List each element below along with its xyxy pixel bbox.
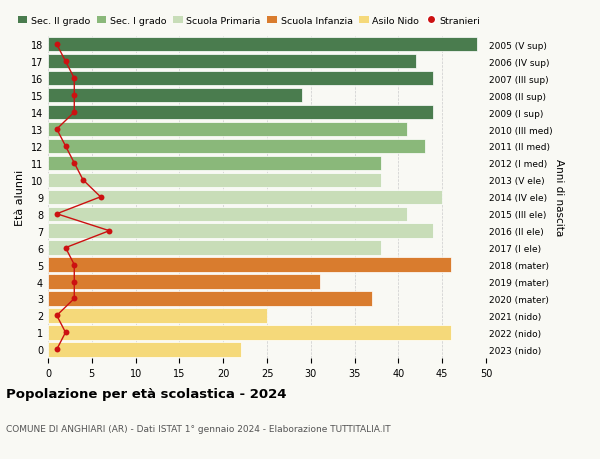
Point [52,211,62,218]
Bar [48,308,267,323]
Bar [48,157,381,171]
Point [70,109,79,117]
Legend: Sec. II grado, Sec. I grado, Scuola Primaria, Scuola Infanzia, Asilo Nido, Stran: Sec. II grado, Sec. I grado, Scuola Prim… [17,17,480,26]
Point [52,312,62,319]
Y-axis label: Età alunni: Età alunni [15,169,25,225]
Bar [48,275,320,289]
Bar [48,291,372,306]
Point [61,245,70,252]
Point [61,58,70,66]
Bar [48,224,433,238]
Bar [48,106,433,120]
Point [104,228,114,235]
Bar [48,207,407,221]
Point [96,194,106,201]
Point [52,41,62,49]
Bar [48,123,407,137]
Bar [48,190,442,205]
Bar [48,55,416,69]
Point [70,75,79,83]
Text: COMUNE DI ANGHIARI (AR) - Dati ISTAT 1° gennaio 2024 - Elaborazione TUTTITALIA.I: COMUNE DI ANGHIARI (AR) - Dati ISTAT 1° … [6,425,391,433]
Point [78,177,88,184]
Y-axis label: Anni di nascita: Anni di nascita [554,159,563,236]
Point [52,346,62,353]
Point [70,295,79,302]
Bar [48,173,381,188]
Point [70,278,79,285]
Bar [48,38,477,52]
Point [61,143,70,150]
Bar [48,325,451,340]
Bar [48,258,451,272]
Bar [48,140,425,154]
Point [70,261,79,269]
Point [52,126,62,134]
Text: Popolazione per età scolastica - 2024: Popolazione per età scolastica - 2024 [6,387,287,400]
Bar [48,342,241,357]
Point [61,329,70,336]
Bar [48,241,381,255]
Point [70,160,79,167]
Point [70,92,79,100]
Bar [48,89,302,103]
Bar [48,72,433,86]
